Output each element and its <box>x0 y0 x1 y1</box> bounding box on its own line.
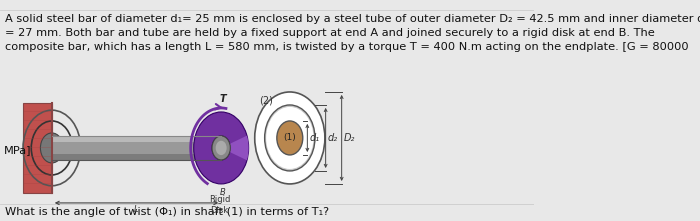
Circle shape <box>212 136 230 160</box>
Circle shape <box>266 107 314 169</box>
Text: What is the angle of twist (Φ₁) in shaft (1) in terms of T₁?: What is the angle of twist (Φ₁) in shaft… <box>5 207 329 217</box>
Text: Rigid
Disk: Rigid Disk <box>209 195 230 215</box>
Text: T: T <box>219 94 226 104</box>
Bar <box>52 154 221 160</box>
Bar <box>52 136 221 160</box>
Bar <box>52 136 221 142</box>
Text: A solid steel bar of diameter d₁= 25 mm is enclosed by a steel tube of outer dia: A solid steel bar of diameter d₁= 25 mm … <box>5 14 700 24</box>
Text: (2): (2) <box>259 96 273 106</box>
Text: (1): (1) <box>284 133 296 143</box>
Text: B: B <box>220 188 225 197</box>
Text: composite bar, which has a length L = 580 mm, is twisted by a torque T = 400 N.m: composite bar, which has a length L = 58… <box>5 42 688 52</box>
Text: = 27 mm. Both bar and tube are held by a fixed support at end A and joined secur: = 27 mm. Both bar and tube are held by a… <box>5 28 654 38</box>
Circle shape <box>41 133 63 163</box>
Circle shape <box>276 121 303 155</box>
Wedge shape <box>194 112 248 184</box>
Wedge shape <box>230 136 248 160</box>
Circle shape <box>255 92 325 184</box>
Text: d₂: d₂ <box>328 133 338 143</box>
Text: D₂: D₂ <box>344 133 356 143</box>
Text: L: L <box>134 205 139 214</box>
Circle shape <box>265 105 315 171</box>
Text: d₁: d₁ <box>309 133 320 143</box>
Text: MPa]: MPa] <box>4 145 32 155</box>
Bar <box>23 103 52 193</box>
Circle shape <box>216 141 227 155</box>
